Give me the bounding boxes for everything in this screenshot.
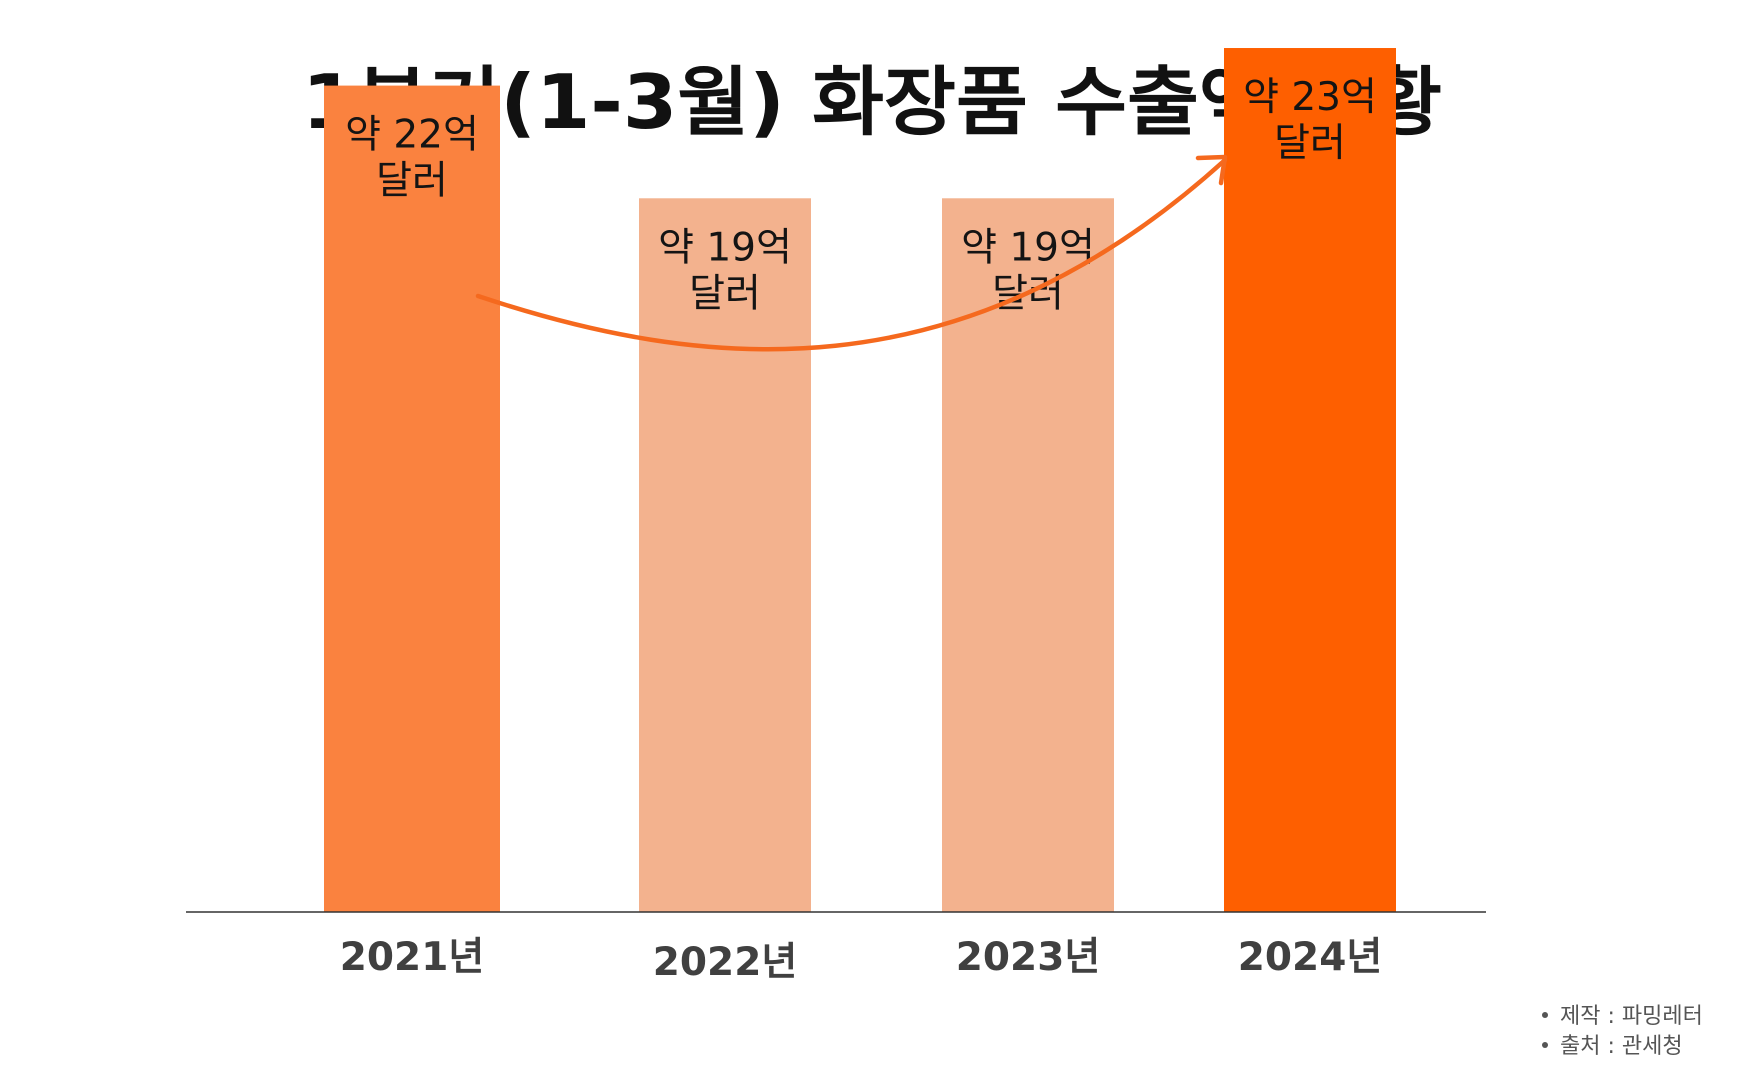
bar-unit-label: 달러 [1274,121,1346,166]
bar-2022년 [639,198,811,913]
bar-value-label: 약 23억 [1243,75,1377,120]
bar-unit-label: 달러 [376,159,448,204]
trend-arrow [475,154,1228,352]
bar-2021년 [324,85,500,913]
x-tick-label: 2023년 [956,935,1100,980]
bar-2024년 [1224,48,1396,913]
source-note: 출처 : 관세청 [1560,1034,1683,1059]
bar-value-label: 약 22억 [345,113,479,158]
bar-value-label: 약 19억 [658,225,792,270]
credit-note: 제작 : 파밍레터 [1560,1004,1703,1029]
x-tick-label: 2024년 [1238,935,1382,980]
x-tick-labels: 2021년 2022년 2023년 2024년 [340,935,1382,985]
x-tick-label: 2021년 [340,935,484,980]
x-tick-label: 2022년 [653,940,797,985]
trend-arrow-line [475,157,1228,352]
trend-arrow-head [1195,154,1228,186]
notes: 제작 : 파밍레터 출처 : 관세청 [1542,1004,1703,1059]
note-bullet [1542,1012,1548,1018]
bar-value-label: 약 19억 [961,225,1095,270]
note-bullet [1542,1042,1548,1048]
bar-unit-label: 달러 [689,271,761,316]
